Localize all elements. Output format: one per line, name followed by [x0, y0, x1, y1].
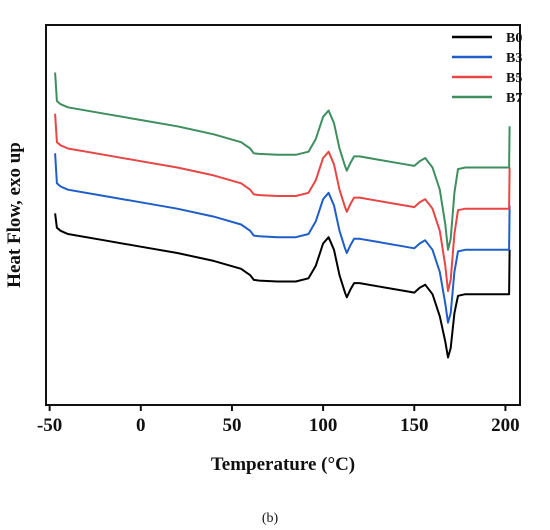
figure-caption: (b)	[262, 511, 279, 526]
y-axis-title: Heat Flow, exo up	[4, 142, 25, 288]
series-line-b0	[54, 213, 511, 359]
series-line-b7	[54, 72, 511, 251]
x-tick-label: -50	[37, 415, 62, 436]
legend: B0 B3 B5 B7	[452, 31, 522, 106]
series-lines	[54, 72, 511, 359]
legend-label-b3: B3	[506, 51, 522, 66]
x-tick-label: 100	[309, 415, 338, 436]
legend-label-b0: B0	[506, 31, 522, 46]
x-axis-title: Temperature (°C)	[211, 454, 355, 475]
series-line-b5	[54, 113, 511, 292]
legend-label-b7: B7	[506, 91, 522, 106]
series-line-b3	[54, 153, 511, 324]
x-tick-label: 0	[136, 415, 146, 436]
legend-label-b5: B5	[506, 71, 522, 86]
x-tick-label: 200	[491, 415, 520, 436]
plot-frame	[45, 24, 521, 406]
x-axis-ticks: -50 0 50 100 150 200	[37, 405, 520, 436]
x-tick-label: 50	[222, 415, 241, 436]
x-tick-label: 150	[400, 415, 429, 436]
